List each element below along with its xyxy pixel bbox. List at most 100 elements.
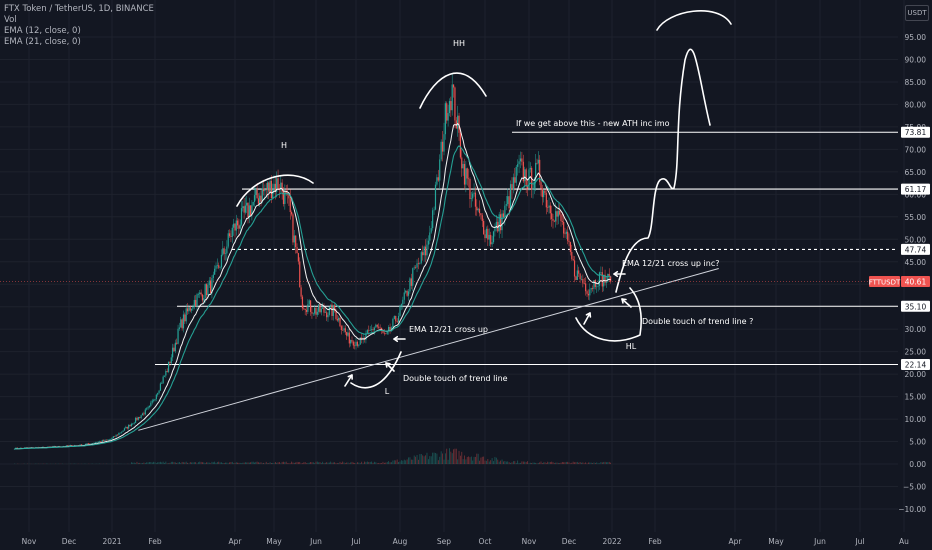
volume-bar xyxy=(578,462,580,465)
volume-bar xyxy=(507,461,509,465)
candle-body xyxy=(593,280,595,289)
volume-bar xyxy=(324,462,326,465)
candle-body xyxy=(128,424,130,429)
arrow-touch-3-head[interactable] xyxy=(585,312,592,318)
candle-body xyxy=(462,163,464,169)
candle-body xyxy=(214,268,216,275)
arrow-ema-cross-head[interactable] xyxy=(393,335,399,343)
candle-body xyxy=(573,260,576,277)
candle-body xyxy=(389,327,391,331)
volume-bar xyxy=(243,462,245,465)
candle-body xyxy=(155,394,157,400)
arrow-touch-1-head[interactable] xyxy=(347,374,353,380)
arrow-ema-cross-inc-head[interactable] xyxy=(613,270,619,278)
volume-bar xyxy=(230,461,232,465)
arrow-touch-4-head[interactable] xyxy=(621,298,627,304)
candle-body xyxy=(303,308,305,309)
x-tick-label: Apr xyxy=(729,537,743,546)
volume-bar xyxy=(552,462,554,465)
volume-bar xyxy=(517,460,519,465)
candle-body xyxy=(143,413,145,415)
level-tag-35-10[interactable] xyxy=(901,300,930,312)
trough-arc-l[interactable] xyxy=(350,351,402,389)
trend-line[interactable] xyxy=(138,268,719,431)
volume-bar xyxy=(316,461,318,465)
candle-body xyxy=(413,267,415,269)
horizontal-levels[interactable] xyxy=(155,131,898,366)
projection-top-arc[interactable] xyxy=(656,10,732,31)
level-tag-47-74[interactable] xyxy=(901,243,930,255)
arrow-touch-2-head[interactable] xyxy=(385,362,391,368)
candle-body xyxy=(203,297,205,301)
candle-body xyxy=(424,246,427,256)
level-tag-73-81[interactable] xyxy=(901,126,930,138)
legend-volume[interactable]: Vol xyxy=(4,15,17,25)
symbol-tag[interactable] xyxy=(869,275,900,287)
volume-bar xyxy=(268,462,270,465)
volume-bar xyxy=(451,453,453,465)
volume-bar xyxy=(300,463,302,465)
price-axis[interactable]: 95.0090.0085.0080.0075.0070.0065.0060.00… xyxy=(0,33,930,514)
volume-bar xyxy=(535,462,537,465)
x-tick-label: Dec xyxy=(562,537,577,546)
time-axis[interactable]: Nov Dec 2021 Feb Apr May Jun Jul Aug Sep Oct Nov Dec… xyxy=(22,537,910,546)
candle-body xyxy=(215,265,217,269)
candle-body xyxy=(352,341,354,346)
candle-body xyxy=(299,261,301,288)
volume-bar xyxy=(216,462,218,465)
arrow-touch-1[interactable] xyxy=(344,374,353,387)
candle-body xyxy=(300,287,302,297)
legend-title[interactable]: FTX Token / TetherUS, 1D, BINANCE xyxy=(4,4,154,14)
candle-body xyxy=(366,330,368,334)
candle-body xyxy=(115,434,117,437)
arrow-touch-4[interactable] xyxy=(621,298,632,308)
candle-body xyxy=(340,326,342,330)
y-tick-label: 10.00 xyxy=(905,415,927,424)
currency-button[interactable]: USDT xyxy=(905,5,929,21)
volume-bar xyxy=(385,462,387,465)
head-arc-hh[interactable] xyxy=(419,72,487,109)
volume-bar xyxy=(320,463,322,465)
level-tag-22-14[interactable] xyxy=(901,359,930,371)
candle-body xyxy=(335,311,337,319)
arrow-touch-3[interactable] xyxy=(583,312,591,325)
candle-body xyxy=(284,190,286,205)
candle-body xyxy=(101,440,103,442)
candle-body xyxy=(110,439,112,440)
candle-body xyxy=(301,296,304,309)
x-tick-label: Apr xyxy=(229,537,243,546)
volume-bar xyxy=(603,461,605,465)
candle-body xyxy=(312,313,314,315)
candle-body xyxy=(552,218,554,221)
volume-bar xyxy=(490,460,492,465)
volume-bar xyxy=(596,462,598,465)
candle-body xyxy=(196,294,198,307)
candle-body xyxy=(259,195,261,204)
candle-body xyxy=(498,214,500,232)
volume-bar xyxy=(331,462,333,465)
head-arc-h[interactable] xyxy=(236,174,314,207)
candle-body xyxy=(182,314,185,329)
trough-arc-hl[interactable] xyxy=(575,287,643,342)
candle-body xyxy=(422,252,424,256)
arrow-touch-2[interactable] xyxy=(385,362,395,372)
candle-body xyxy=(526,185,529,189)
last-price-tag[interactable] xyxy=(901,275,930,287)
volume-bar xyxy=(403,459,405,465)
candle-body xyxy=(478,208,481,214)
volume-bar xyxy=(192,462,194,465)
projection-path[interactable] xyxy=(615,48,711,293)
candle-body xyxy=(463,163,466,185)
candle-body xyxy=(270,180,272,199)
candle-body xyxy=(393,315,395,319)
legend-ema12[interactable]: EMA (12, close, 0) xyxy=(4,26,81,36)
level-tag-61-17[interactable] xyxy=(901,183,930,195)
trend-line-group[interactable] xyxy=(138,268,719,431)
candle-body xyxy=(309,300,312,312)
y-tick-label: 60.00 xyxy=(905,190,927,199)
volume-bar xyxy=(447,459,449,465)
volume-bars xyxy=(14,448,612,465)
legend-ema21[interactable]: EMA (21, close, 0) xyxy=(4,37,81,47)
hand-drawings[interactable] xyxy=(236,10,732,389)
